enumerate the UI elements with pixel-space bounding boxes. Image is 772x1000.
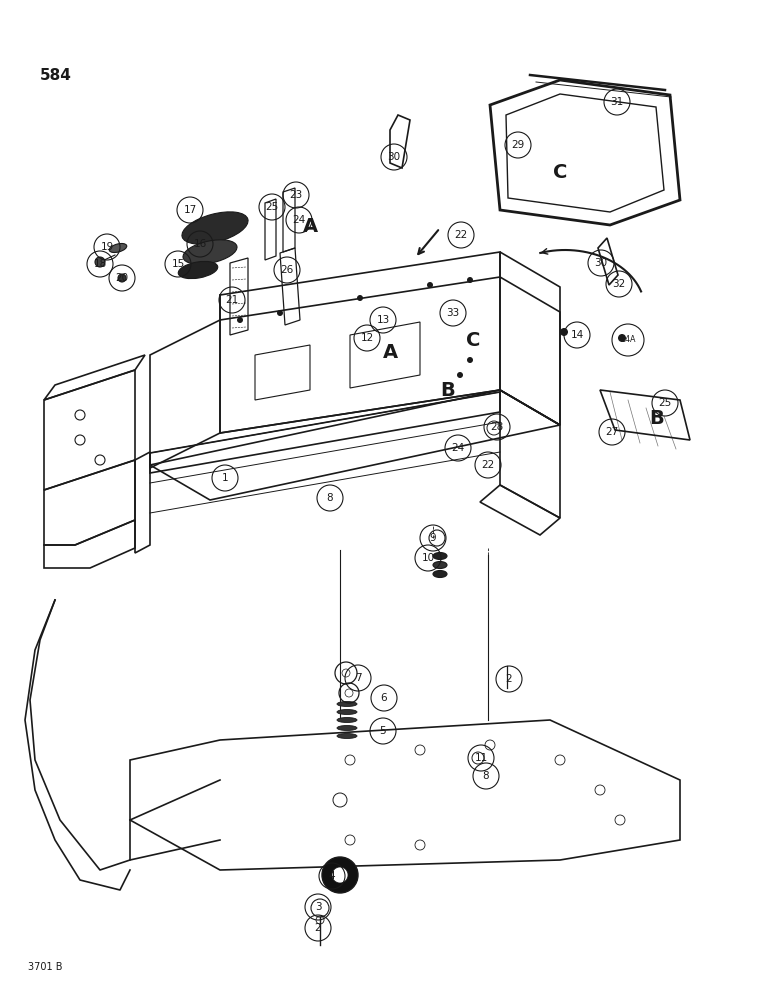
Text: 5: 5 [380,726,386,736]
Text: A: A [303,218,317,236]
Text: 22: 22 [482,460,495,470]
Circle shape [322,857,358,893]
Text: 16: 16 [193,239,207,249]
Text: 23: 23 [290,190,303,200]
Text: 15: 15 [171,259,185,269]
Ellipse shape [337,702,357,706]
Text: 26: 26 [280,265,293,275]
Text: 8: 8 [327,493,334,503]
Ellipse shape [110,243,127,253]
Text: 17: 17 [184,205,197,215]
Text: 2: 2 [315,923,321,933]
Text: 3701 B: 3701 B [28,962,63,972]
Text: 584: 584 [40,68,72,83]
Text: 21: 21 [225,295,239,305]
Text: 10: 10 [422,553,435,563]
Circle shape [467,357,473,363]
Text: C: C [553,163,567,182]
Text: 12: 12 [361,333,374,343]
Text: 20: 20 [116,273,129,283]
Circle shape [560,328,568,336]
Text: 1: 1 [222,473,229,483]
Text: 6: 6 [381,693,388,703]
Text: 8: 8 [482,771,489,781]
Circle shape [95,257,105,267]
Ellipse shape [337,726,357,730]
Ellipse shape [337,734,357,738]
Text: 32: 32 [612,279,625,289]
Ellipse shape [433,552,447,560]
Ellipse shape [337,718,357,722]
Text: 25: 25 [266,202,279,212]
Text: 19: 19 [100,242,113,252]
Circle shape [357,295,363,301]
Ellipse shape [433,570,447,578]
Text: 14: 14 [571,330,584,340]
Ellipse shape [337,710,357,714]
Text: B: B [649,408,665,428]
Text: 22: 22 [455,230,468,240]
Text: B: B [441,380,455,399]
Text: A: A [382,342,398,361]
Text: 7: 7 [354,673,361,683]
Text: 25: 25 [659,398,672,408]
Text: 13: 13 [377,315,390,325]
Text: 31: 31 [611,97,624,107]
Text: 4: 4 [329,871,335,881]
Circle shape [237,317,243,323]
Text: 2: 2 [506,674,513,684]
Ellipse shape [433,562,447,568]
Text: 29: 29 [511,140,525,150]
Text: 3: 3 [315,902,321,912]
Text: 9: 9 [430,533,436,543]
Text: C: C [466,330,480,350]
Text: 18: 18 [93,259,107,269]
Ellipse shape [182,212,248,244]
Circle shape [427,282,433,288]
Text: 27: 27 [605,427,618,437]
Text: 30: 30 [388,152,401,162]
Circle shape [618,334,626,342]
Circle shape [457,372,463,378]
Text: 24: 24 [452,443,465,453]
Text: 28: 28 [490,422,503,432]
Circle shape [332,867,348,883]
Ellipse shape [178,261,218,279]
Circle shape [118,274,126,282]
Text: 14A: 14A [620,336,636,344]
Circle shape [277,310,283,316]
Circle shape [467,277,473,283]
Text: 24: 24 [293,215,306,225]
Text: 30: 30 [594,258,608,268]
Text: 11: 11 [474,753,488,763]
Ellipse shape [183,240,237,264]
Text: 33: 33 [446,308,459,318]
